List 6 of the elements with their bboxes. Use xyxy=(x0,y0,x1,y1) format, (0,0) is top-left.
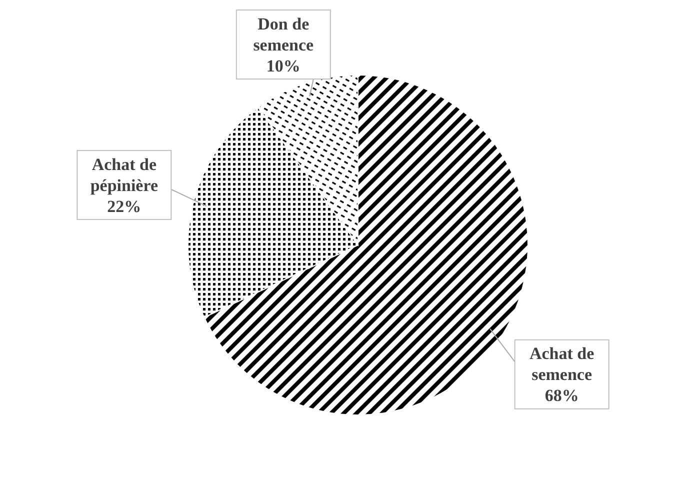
data-label: 22% xyxy=(107,196,142,216)
slice-label: Don de semence xyxy=(253,14,314,54)
data-label: 68% xyxy=(544,386,579,406)
slice-label: Achat de semence xyxy=(529,344,595,384)
slice-label: Achat de pépinière xyxy=(90,154,158,195)
data-label: 10% xyxy=(266,56,300,76)
